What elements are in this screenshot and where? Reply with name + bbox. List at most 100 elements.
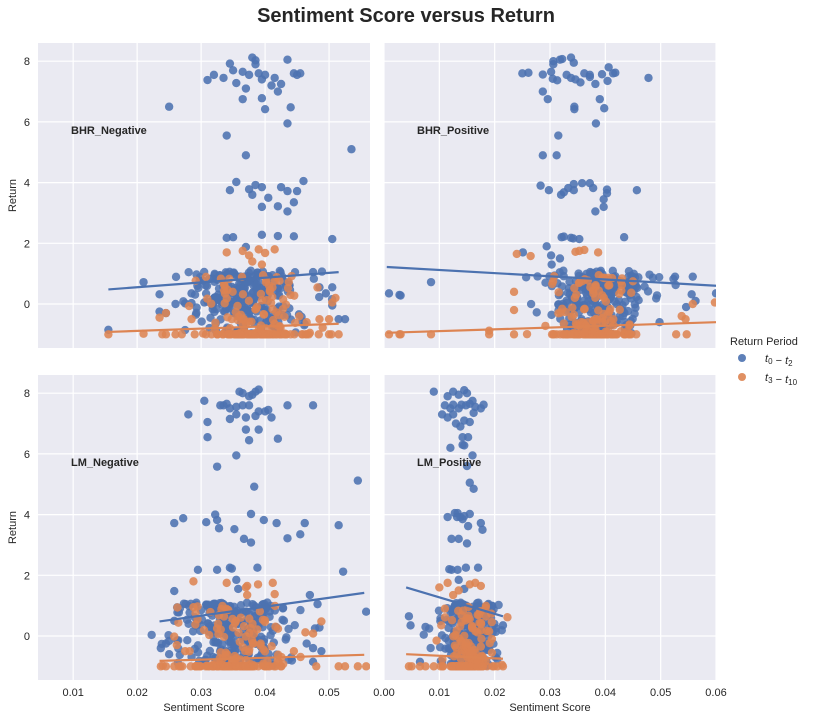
data-point	[234, 584, 243, 594]
data-point	[491, 627, 501, 637]
data-point	[239, 534, 249, 544]
data-point	[305, 590, 315, 600]
data-point	[281, 635, 290, 644]
data-point	[630, 300, 639, 309]
data-point	[599, 293, 608, 302]
data-point	[557, 54, 567, 64]
data-point	[250, 482, 259, 491]
data-point	[164, 650, 174, 659]
data-point	[289, 198, 299, 207]
data-point	[457, 610, 466, 620]
data-point	[202, 600, 211, 609]
data-point	[222, 233, 231, 243]
data-point	[191, 662, 200, 671]
data-point	[268, 315, 278, 325]
data-point	[223, 330, 233, 339]
data-point	[334, 662, 343, 671]
data-point	[585, 72, 595, 82]
data-point	[547, 330, 557, 339]
panel-bhr-positive: BHR_Positive	[383, 43, 717, 348]
data-point	[271, 330, 281, 339]
data-point	[448, 590, 458, 600]
data-point	[546, 251, 556, 260]
data-point	[407, 662, 416, 671]
regression-line	[159, 653, 365, 662]
series-t3-t10	[104, 245, 343, 339]
data-point	[593, 248, 603, 257]
panel-label: BHR_Positive	[417, 125, 489, 137]
data-point	[448, 410, 458, 419]
data-point	[308, 643, 318, 653]
data-point	[170, 632, 179, 641]
data-point	[475, 618, 484, 627]
data-point	[462, 461, 472, 471]
data-point	[591, 207, 600, 216]
data-point	[164, 102, 174, 111]
regression-line	[108, 271, 339, 291]
data-point	[688, 299, 697, 309]
panel-label: LM_Negative	[71, 457, 139, 469]
data-point	[328, 298, 337, 307]
data-point	[575, 234, 584, 244]
data-point	[454, 534, 463, 544]
data-point	[269, 662, 279, 671]
data-point	[455, 662, 464, 671]
data-point	[474, 610, 484, 620]
data-point	[509, 287, 519, 297]
y-tick-label: 8	[24, 388, 30, 400]
data-point	[305, 328, 315, 338]
data-point	[244, 401, 254, 410]
data-point	[189, 577, 198, 586]
data-point	[648, 273, 658, 282]
data-point	[440, 604, 450, 613]
data-point	[644, 73, 653, 83]
data-point	[384, 330, 394, 339]
data-point	[170, 518, 179, 528]
data-point	[603, 76, 612, 86]
x-axis-label: Sentiment Score	[163, 702, 244, 714]
data-point	[618, 311, 628, 321]
data-point	[221, 648, 230, 657]
data-point	[259, 515, 269, 525]
data-point	[328, 283, 337, 292]
data-point	[503, 613, 512, 622]
data-point	[580, 328, 589, 337]
data-point	[201, 272, 211, 282]
data-point	[246, 538, 256, 547]
data-point	[547, 260, 556, 269]
data-point	[526, 299, 536, 309]
data-point	[532, 308, 541, 317]
data-point	[591, 119, 601, 128]
data-point	[236, 613, 246, 622]
data-point	[284, 277, 293, 287]
data-point	[595, 94, 604, 104]
data-point	[220, 299, 229, 308]
data-point	[570, 104, 579, 114]
data-point	[212, 515, 222, 525]
legend-entry: t0 − t2	[738, 353, 793, 368]
data-point	[353, 662, 363, 671]
data-point	[404, 612, 414, 621]
data-point	[183, 635, 192, 645]
data-point	[462, 539, 472, 548]
data-point	[286, 290, 295, 300]
data-point	[556, 308, 565, 317]
data-point	[711, 289, 716, 298]
data-point	[193, 648, 203, 657]
data-point	[463, 521, 473, 531]
data-point	[273, 202, 283, 211]
data-point	[278, 304, 288, 314]
data-point	[212, 304, 221, 314]
data-point	[487, 634, 497, 644]
legend-label: t0 − t2	[765, 353, 793, 368]
data-point	[238, 389, 247, 398]
data-point	[419, 630, 428, 639]
data-point	[244, 70, 254, 80]
data-point	[312, 662, 321, 671]
points-layer	[404, 385, 512, 671]
data-point	[435, 583, 444, 592]
data-point	[270, 276, 279, 286]
data-point	[224, 662, 233, 671]
data-point	[290, 620, 299, 630]
data-point	[193, 641, 203, 650]
